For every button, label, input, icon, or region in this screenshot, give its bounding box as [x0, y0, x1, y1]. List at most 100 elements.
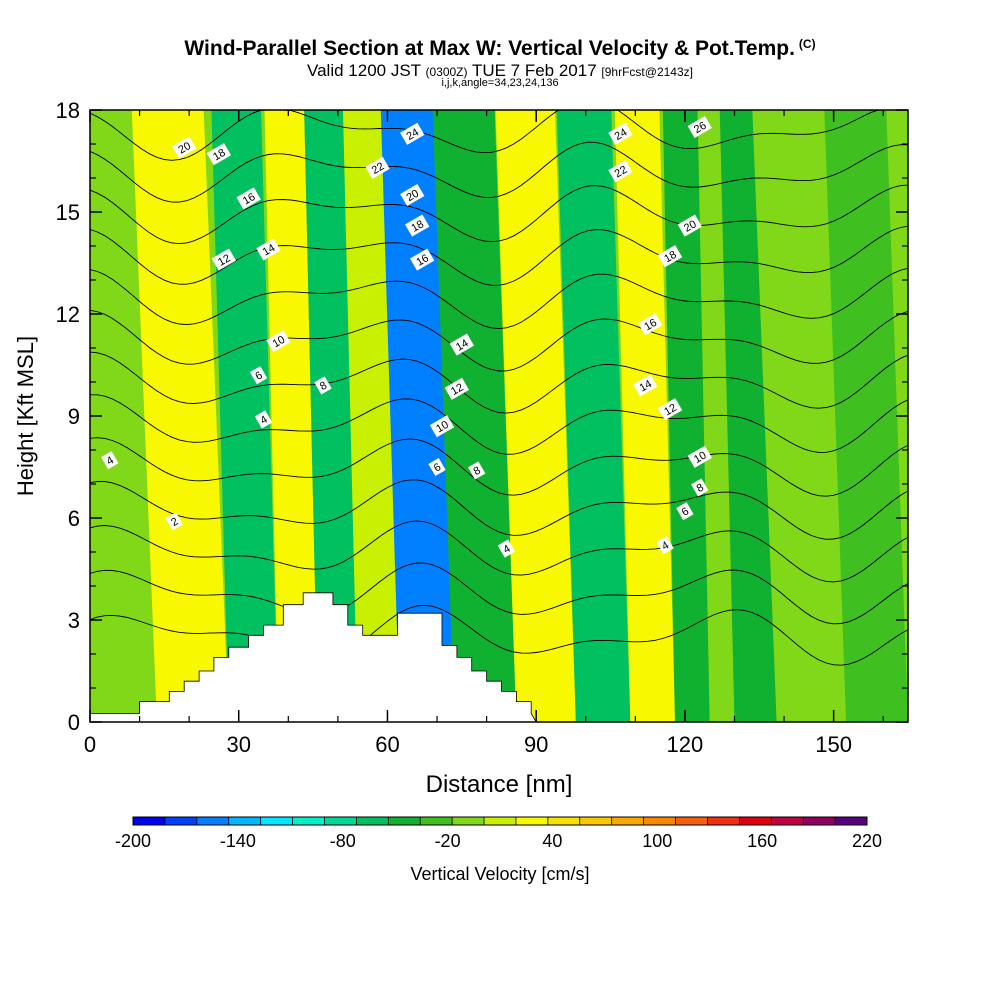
x-tick-label: 90 — [524, 732, 548, 757]
contour-label: 4 — [101, 451, 119, 470]
x-tick-label: 120 — [667, 732, 704, 757]
contour-label: 20 — [172, 136, 197, 159]
colorbar-tick-label: -200 — [115, 831, 151, 851]
contour-label: 16 — [638, 313, 663, 336]
contour-label: 4 — [497, 539, 516, 558]
colorbar-swatch — [388, 817, 421, 825]
theta-contour-line — [90, 394, 908, 455]
y-tick-label: 3 — [68, 608, 80, 633]
colorbar-tick-label: -20 — [435, 831, 461, 851]
valid-date: TUE 7 Feb 2017 — [471, 61, 597, 80]
contour-label-text: 10 — [434, 419, 451, 436]
contour-label: 12 — [444, 377, 470, 400]
contour-label-bg — [400, 122, 425, 145]
contour-label-bg — [467, 461, 486, 480]
contour-label-text: 14 — [637, 378, 654, 395]
colorbar-swatch — [356, 817, 389, 825]
contour-label: 4 — [254, 410, 273, 429]
contour-label: 20 — [400, 183, 425, 207]
colorbar-tick-label: 160 — [747, 831, 777, 851]
contour-label-bg — [256, 238, 281, 261]
contour-label-text: 16 — [241, 191, 258, 208]
contour-label: 8 — [467, 461, 486, 480]
colorbar: -200 -140 -80 -20 40 100 160 220 — [115, 816, 882, 851]
colorbar-swatch — [803, 817, 836, 825]
colorbar-swatch — [196, 817, 230, 825]
theta-contour-line — [90, 141, 908, 203]
contour-label: 4 — [656, 536, 674, 555]
colorbar-swatch — [292, 817, 325, 825]
velocity-band — [131, 110, 229, 722]
colorbar-tick-label: 100 — [642, 831, 672, 851]
contour-label-text: 26 — [692, 120, 709, 137]
contour-label-text: 14 — [454, 337, 471, 354]
contour-label-bg — [657, 398, 683, 421]
axes: 0 30 60 90 120 150 0 3 6 9 12 15 18 — [56, 98, 908, 757]
contour-label: 14 — [256, 238, 281, 261]
contour-label-text: 24 — [613, 126, 630, 143]
y-tick-label: 0 — [68, 710, 80, 735]
contour-label-text: 6 — [253, 369, 264, 382]
contour-label-text: 22 — [370, 160, 387, 177]
colorbar-swatch — [484, 817, 517, 825]
contour-label-text: 8 — [472, 465, 483, 478]
contour-label-bg — [236, 187, 261, 210]
theta-contour-line — [90, 604, 908, 666]
theta-contour-line — [90, 351, 908, 414]
contour-label: 10 — [266, 330, 291, 353]
colorbar-swatch — [611, 817, 645, 825]
contour-label: 10 — [687, 445, 712, 468]
contour-label-text: 18 — [409, 218, 426, 235]
colorbar-swatch — [133, 817, 166, 825]
colorbar-swatch — [739, 817, 772, 825]
colorbar-swatch — [260, 817, 294, 825]
contour-label: 22 — [365, 156, 390, 179]
contour-label: 6 — [249, 366, 268, 385]
contour-label-text: 8 — [695, 482, 706, 495]
contour-label-text: 18 — [211, 147, 228, 164]
contour-label: 18 — [405, 214, 430, 237]
contour-label: 10 — [429, 415, 455, 438]
contour-label-text: 20 — [404, 188, 421, 205]
contour-label-text: 12 — [662, 402, 679, 419]
theta-contours — [90, 110, 908, 666]
velocity-band — [556, 110, 631, 722]
contour-label-bg — [266, 330, 291, 353]
velocity-band — [495, 110, 576, 722]
contour-label-text: 10 — [271, 334, 288, 351]
contour-label-bg — [206, 143, 232, 166]
theta-contour-line — [90, 225, 908, 286]
contour-label-text: 18 — [662, 249, 679, 266]
contour-label-bg — [633, 374, 658, 397]
valid-prefix: Valid 1200 JST — [307, 61, 421, 80]
y-tick-label: 15 — [56, 200, 80, 225]
contour-label-text: 8 — [318, 380, 329, 393]
colorbar-label: Vertical Velocity [cm/s] — [410, 864, 589, 884]
velocity-band — [752, 110, 847, 722]
contour-label: 8 — [314, 376, 332, 395]
contour-label-text: 12 — [449, 381, 466, 398]
contour-label-text: 20 — [176, 140, 193, 157]
contour-label-bg — [608, 160, 633, 183]
velocity-band — [264, 110, 319, 722]
y-axis-label: Height [Kft MSL] — [13, 336, 38, 496]
x-tick-label: 0 — [84, 732, 96, 757]
contour-label-text: 16 — [642, 317, 659, 334]
colorbar-swatch — [579, 817, 613, 825]
contour-label-text: 10 — [692, 449, 709, 466]
contour-label: 6 — [428, 457, 446, 477]
contour-label-bg — [656, 536, 674, 555]
contour-label-bg — [429, 415, 455, 438]
chart-title-text: Wind-Parallel Section at Max W: Vertical… — [184, 37, 795, 60]
contour-label-bg — [409, 248, 435, 271]
contour-label-text: 2 — [169, 516, 180, 529]
contour-label: 24 — [400, 122, 425, 145]
contour-label-bg — [428, 457, 446, 477]
colorbar-swatch — [452, 817, 485, 825]
contour-label: 18 — [206, 143, 232, 166]
y-tick-label: 18 — [56, 98, 80, 123]
colorbar-swatch — [228, 817, 262, 825]
contour-label-bg — [676, 502, 694, 521]
